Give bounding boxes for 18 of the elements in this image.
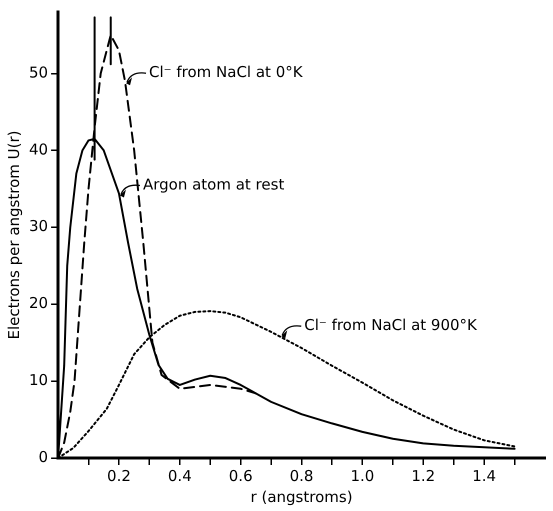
x-axis-title: r (angstroms) xyxy=(250,488,353,506)
y-tick-label: 0 xyxy=(38,448,48,466)
y-axis-title: Electrons per angstrom U(r) xyxy=(4,130,23,340)
x-tick-label: 0.8 xyxy=(290,466,314,485)
annotation: Argon atom at rest xyxy=(142,175,284,194)
x-tick-label: 0.6 xyxy=(228,466,253,485)
x-tick-label: 1.4 xyxy=(472,466,496,485)
x-tick-label: 1.0 xyxy=(350,466,374,485)
x-tick-label: 0.4 xyxy=(168,466,192,485)
y-tick-label: 30 xyxy=(28,217,48,236)
annotation: Cl⁻ from NaCl at 0°K xyxy=(149,63,304,82)
x-tick-label: 1.2 xyxy=(411,466,436,485)
annotation: Cl⁻ from NaCl at 900°K xyxy=(304,316,478,334)
y-tick-label: 50 xyxy=(28,63,48,82)
y-tick-label: 20 xyxy=(28,294,48,312)
x-tick-label: 0.2 xyxy=(107,466,131,485)
y-tick-label: 10 xyxy=(28,370,48,389)
y-tick-label: 40 xyxy=(28,140,48,158)
